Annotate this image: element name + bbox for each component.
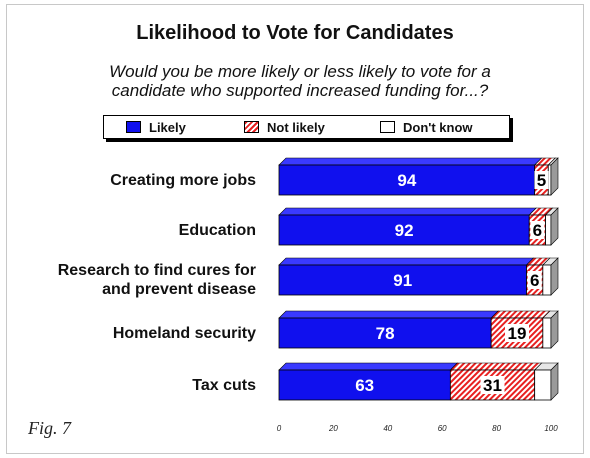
data-label-not-likely: 5: [537, 171, 546, 190]
bar-segment-likely: [278, 369, 451, 401]
data-label-likely: 78: [376, 324, 395, 343]
category-label: Research to find cures for and prevent d…: [57, 262, 256, 298]
data-label-likely: 63: [355, 376, 374, 395]
bar-segment-dont-know: [547, 164, 552, 196]
bar-top-likely: [278, 362, 459, 371]
bar-group: [278, 362, 559, 401]
legend-swatch-dont-know: [380, 121, 395, 133]
bar-segment-dont-know: [542, 317, 552, 349]
bar-top-likely: [278, 257, 535, 266]
bar-segment-likely: [278, 164, 536, 196]
bar-segment-dont-know: [542, 264, 552, 296]
category-label: Tax cuts: [192, 377, 256, 394]
x-tick-label: 0: [277, 424, 282, 433]
bar-segment-dont-know: [545, 214, 552, 246]
data-label-likely: 91: [393, 271, 412, 290]
data-label-likely: 92: [395, 221, 414, 240]
bar-group: [278, 207, 559, 246]
legend-swatch-not-likely: [244, 121, 259, 133]
legend-item-dont-know: Don't know: [380, 119, 473, 135]
bar-group: [278, 157, 559, 196]
bar-segment-dont-know: [534, 369, 552, 401]
data-label-bg: [505, 324, 529, 342]
data-label-not-likely: 19: [508, 324, 527, 343]
bar-side: [550, 207, 559, 246]
chart-subtitle: Would you be more likely or less likely …: [109, 62, 491, 100]
bar-side: [550, 157, 559, 196]
x-tick-label: 60: [438, 424, 447, 433]
legend-label-not-likely: Not likely: [267, 119, 325, 135]
data-label-bg: [480, 376, 505, 394]
x-tick-label: 40: [383, 424, 392, 433]
legend-label-likely: Likely: [149, 119, 186, 135]
bar-side: [550, 257, 559, 296]
bar-group: [278, 257, 559, 296]
legend-label-dont-know: Don't know: [403, 119, 473, 135]
data-label-likely: 94: [397, 171, 416, 190]
legend-item-likely: Likely: [126, 119, 186, 135]
bar-top-not-likely: [449, 362, 543, 371]
legend: Likely Not likely Don't know: [103, 115, 510, 139]
x-tick-label: 100: [544, 424, 558, 433]
legend-item-not-likely: Not likely: [244, 119, 325, 135]
data-label-bg: [530, 221, 545, 239]
bar-group: [278, 310, 559, 349]
category-label: Homeland security: [112, 325, 256, 342]
chart-title: Likelihood to Vote for Candidates: [136, 22, 454, 44]
data-label-bg: [534, 171, 549, 189]
bar-top-likely: [278, 310, 499, 319]
bar-top-likely: [278, 207, 537, 216]
x-tick-label: 80: [492, 424, 501, 433]
bar-top-likely: [278, 157, 543, 166]
category-label: Education: [178, 222, 256, 239]
bar-side: [550, 310, 559, 349]
figure-label: Fig. 7: [28, 418, 71, 438]
bar-segment-likely: [278, 214, 530, 246]
bar-top-not-likely: [490, 310, 551, 319]
data-label-bg: [527, 271, 542, 289]
bar-segment-likely: [278, 264, 527, 296]
x-tick-label: 20: [328, 424, 338, 433]
data-label-not-likely: 6: [530, 271, 539, 290]
data-label-not-likely: 31: [483, 376, 502, 395]
data-label-not-likely: 6: [533, 221, 542, 240]
legend-swatch-likely: [126, 121, 141, 133]
bar-side: [550, 362, 559, 401]
category-label: Creating more jobs: [110, 172, 256, 189]
